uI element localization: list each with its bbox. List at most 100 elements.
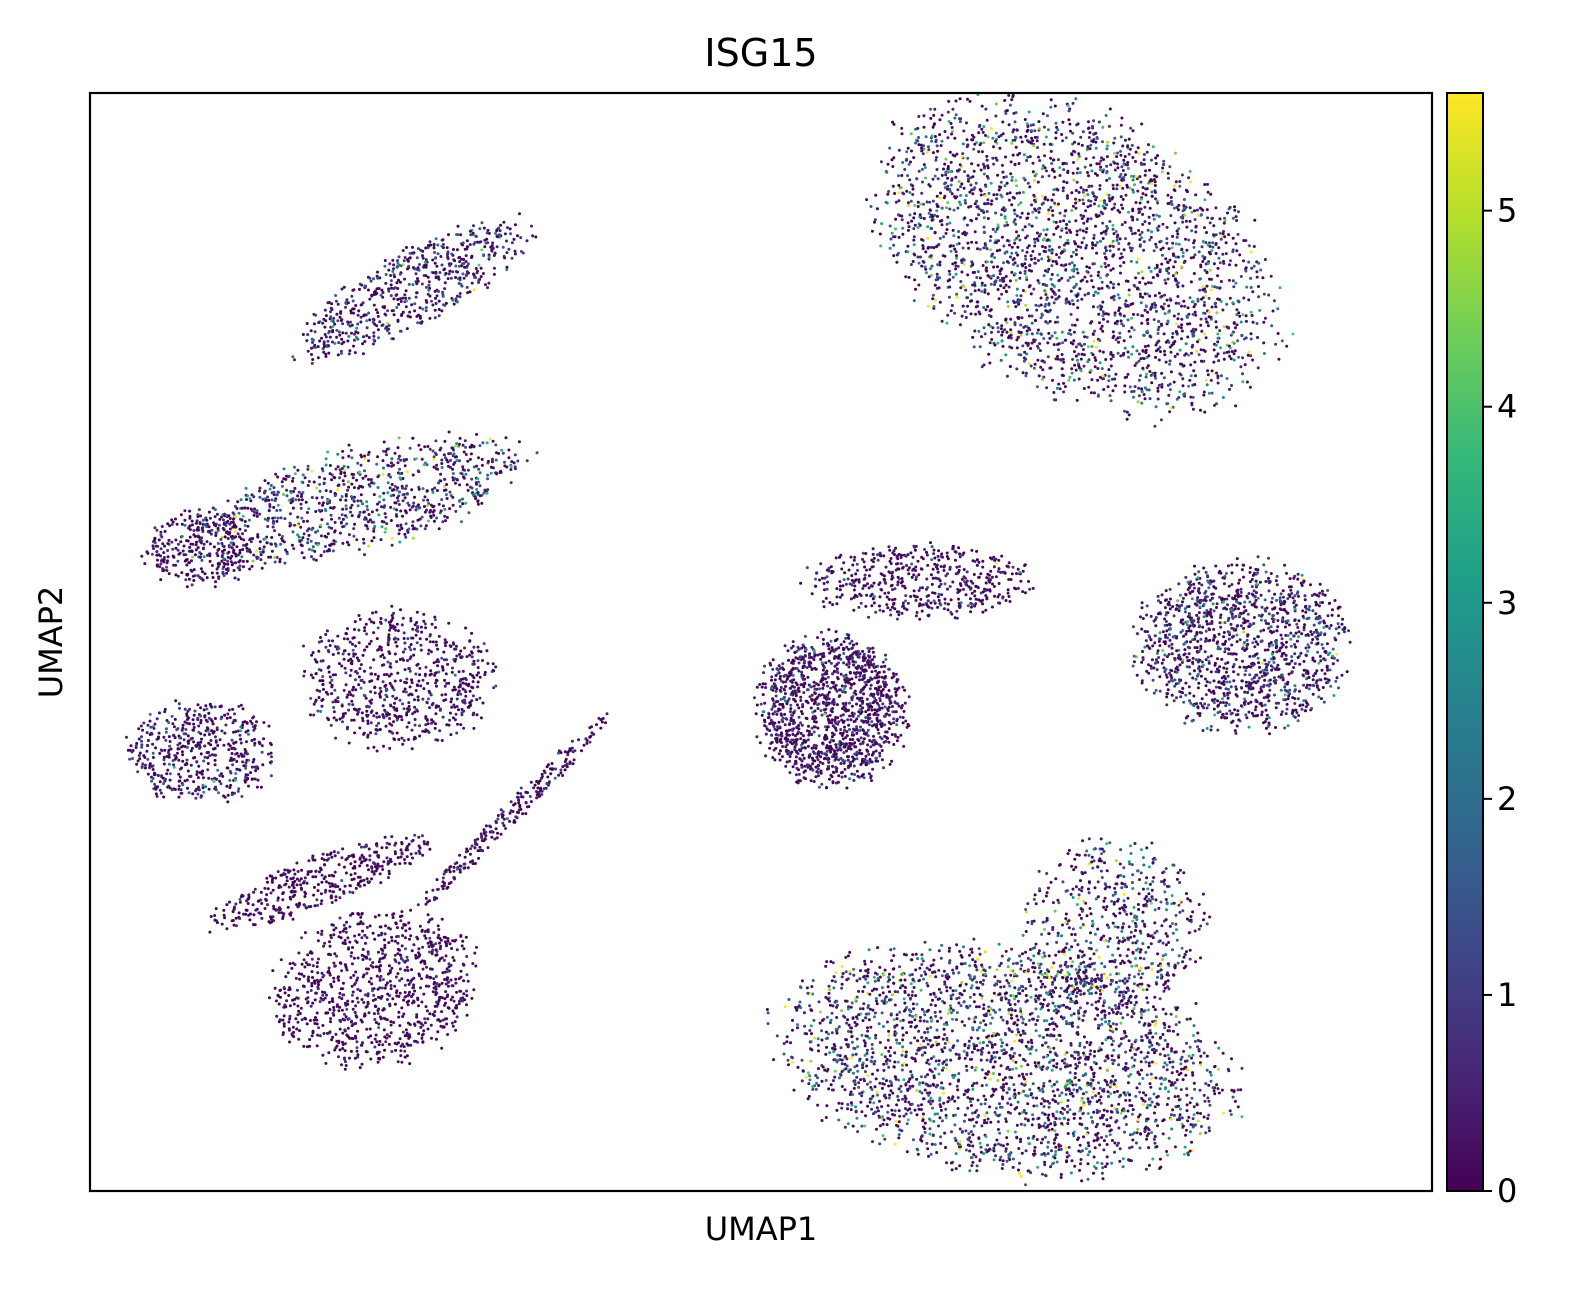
scatter-point: [1040, 312, 1044, 316]
scatter-point: [1013, 120, 1017, 124]
scatter-point: [1036, 207, 1040, 211]
scatter-point: [932, 123, 936, 127]
scatter-point: [1001, 132, 1005, 136]
scatter-point: [803, 769, 807, 773]
scatter-point: [1106, 320, 1110, 324]
scatter-point: [1186, 615, 1190, 619]
scatter-point: [819, 755, 823, 759]
scatter-point: [1282, 602, 1286, 606]
scatter-point: [1065, 162, 1069, 166]
scatter-point: [1047, 208, 1051, 212]
scatter-point: [1144, 639, 1148, 643]
scatter-point: [959, 286, 963, 290]
scatter-point: [1084, 157, 1088, 161]
scatter-point: [953, 311, 957, 315]
scatter-point: [1105, 171, 1109, 175]
scatter-point: [942, 196, 946, 200]
scatter-point: [1202, 566, 1206, 570]
scatter-point: [989, 282, 993, 286]
scatter-point: [1096, 394, 1100, 398]
scatter-point: [1134, 201, 1138, 204]
scatter-point: [1006, 300, 1010, 304]
scatter-point: [911, 193, 915, 196]
scatter-point: [1074, 253, 1078, 256]
scatter-point: [1019, 294, 1023, 298]
scatter-point: [874, 669, 877, 673]
scatter-point: [1161, 658, 1165, 662]
scatter-point: [1260, 704, 1264, 708]
scatter-point: [1060, 353, 1064, 356]
scatter-point: [858, 704, 862, 708]
scatter-point: [1096, 274, 1100, 277]
scatter-point: [893, 687, 897, 691]
scatter-point: [1111, 183, 1115, 187]
scatter-point: [871, 650, 875, 654]
scatter-point: [991, 252, 994, 256]
scatter-point: [953, 247, 957, 251]
scatter-point: [1143, 345, 1147, 348]
scatter-point: [1079, 357, 1083, 361]
scatter-point: [1313, 659, 1317, 663]
scatter-point: [815, 755, 819, 759]
scatter-point: [1099, 239, 1102, 243]
scatter-point: [1216, 340, 1220, 344]
scatter-point: [1157, 224, 1161, 228]
scatter-point: [1033, 174, 1037, 178]
scatter-point: [1131, 190, 1135, 194]
scatter-point: [1154, 242, 1158, 246]
scatter-point: [933, 174, 937, 178]
scatter-point: [1239, 624, 1243, 628]
scatter-point: [1072, 178, 1076, 182]
scatter-point: [1160, 371, 1164, 375]
scatter-point: [834, 745, 838, 749]
scatter-point: [1286, 724, 1290, 728]
scatter-point: [1011, 258, 1015, 262]
scatter-point: [1210, 305, 1214, 309]
scatter-point: [987, 191, 991, 195]
scatter-point: [1247, 702, 1250, 705]
scatter-point: [1072, 161, 1075, 164]
scatter-point: [1139, 295, 1142, 298]
scatter-point: [922, 163, 926, 167]
scatter-point: [790, 719, 794, 722]
scatter-point: [861, 649, 865, 653]
scatter-point: [1263, 316, 1267, 320]
scatter-point: [1175, 283, 1179, 287]
scatter-point: [1132, 395, 1135, 399]
scatter-point: [1186, 580, 1190, 584]
scatter-point: [1234, 731, 1238, 735]
scatter-point: [1111, 267, 1115, 271]
scatter-point: [1220, 235, 1224, 239]
scatter-point: [1055, 336, 1059, 340]
scatter-point: [976, 247, 979, 251]
scatter-point: [946, 201, 950, 205]
scatter-point: [874, 749, 878, 753]
scatter-point: [973, 230, 977, 234]
scatter-point: [1227, 703, 1231, 706]
scatter-point: [1322, 700, 1326, 704]
scatter-point: [1204, 378, 1208, 382]
scatter-point: [810, 746, 814, 750]
scatter-point: [1179, 695, 1183, 699]
scatter-point: [1293, 662, 1297, 666]
scatter-point: [1093, 262, 1096, 266]
scatter-point: [835, 637, 839, 641]
scatter-point: [1227, 648, 1231, 651]
scatter-point: [999, 327, 1003, 331]
scatter-point: [1013, 218, 1017, 222]
scatter-point: [755, 703, 759, 707]
scatter-point: [1300, 707, 1304, 711]
scatter-point: [1153, 184, 1157, 187]
scatter-point: [970, 219, 974, 223]
scatter-point: [1188, 219, 1192, 223]
scatter-point: [817, 683, 820, 687]
scatter-point: [1255, 275, 1259, 279]
scatter-point: [995, 193, 999, 196]
scatter-point: [783, 712, 787, 716]
scatter-point: [1127, 210, 1130, 214]
scatter-point: [933, 135, 937, 138]
scatter-point: [839, 743, 843, 747]
scatter-point: [1204, 599, 1208, 603]
scatter-point: [1232, 663, 1236, 666]
scatter-point: [1168, 382, 1172, 386]
